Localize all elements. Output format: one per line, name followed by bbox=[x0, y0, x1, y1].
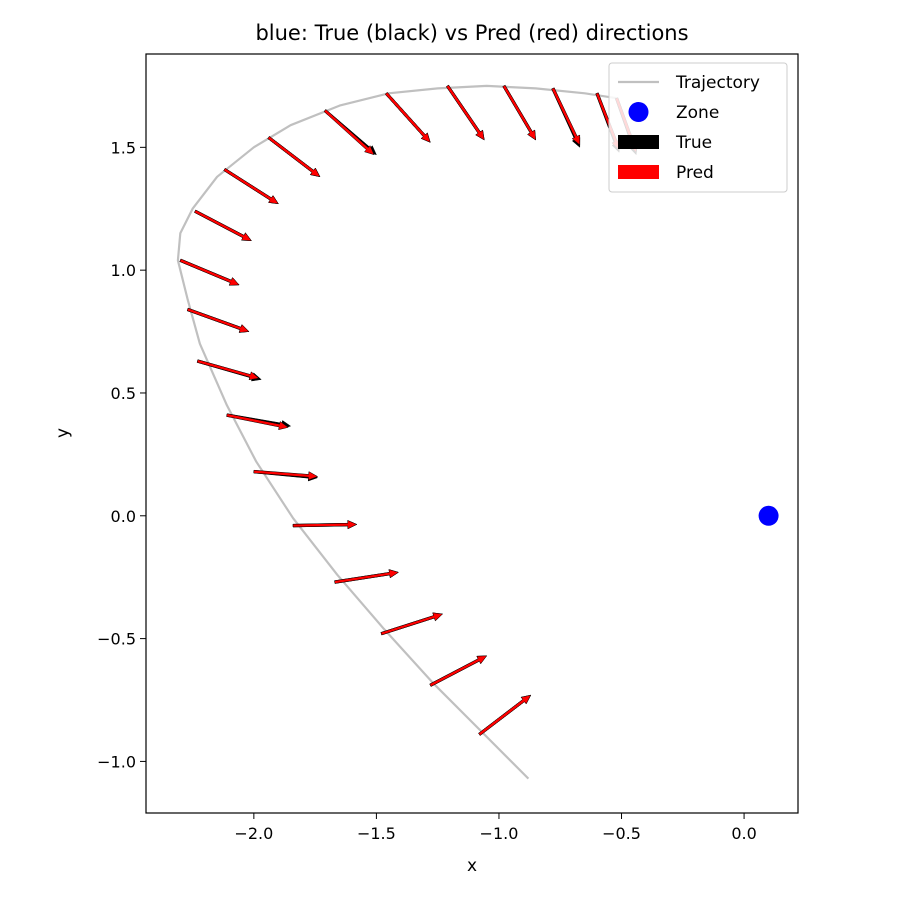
x-tick-label: −0.5 bbox=[602, 824, 641, 843]
y-tick-label: 0.5 bbox=[111, 384, 136, 403]
pred-arrow-11 bbox=[223, 167, 279, 205]
pred-arrow-10 bbox=[194, 209, 252, 241]
y-tick-label: 0.0 bbox=[111, 507, 136, 526]
y-axis-label: y bbox=[53, 428, 73, 438]
y-tick-label: −1.0 bbox=[97, 752, 136, 771]
y-axis-ticks: −1.0 −0.5 0.0 0.5 1.0 1.5 bbox=[97, 138, 146, 771]
pred-arrow-9 bbox=[179, 258, 240, 286]
y-tick-label: 1.0 bbox=[111, 261, 136, 280]
pred-arrow-7 bbox=[196, 359, 260, 381]
pred-arrow-1 bbox=[429, 655, 488, 687]
pred-arrow-15 bbox=[445, 84, 485, 141]
chart-title: blue: True (black) vs Pred (red) directi… bbox=[255, 21, 688, 45]
pred-arrow-6 bbox=[226, 413, 289, 431]
pred-arrow-5 bbox=[253, 469, 319, 481]
x-axis-ticks: −2.0 −1.5 −1.0 −0.5 0.0 bbox=[234, 813, 757, 843]
legend-swatch-pred bbox=[618, 165, 659, 179]
x-tick-label: −2.0 bbox=[234, 824, 273, 843]
pred-arrow-8 bbox=[186, 307, 250, 333]
pred-arrow-4 bbox=[292, 520, 358, 530]
legend-swatch-zone bbox=[628, 102, 649, 122]
legend-label-true: True bbox=[675, 133, 712, 153]
x-tick-label: −1.5 bbox=[357, 824, 396, 843]
x-tick-label: 0.0 bbox=[731, 824, 756, 843]
pred-arrow-14 bbox=[384, 92, 431, 143]
legend-label-trajectory: Trajectory bbox=[675, 73, 760, 93]
zone-marker bbox=[758, 505, 779, 526]
pred-arrow-12 bbox=[267, 136, 321, 178]
legend-swatch-true bbox=[618, 135, 659, 149]
pred-arrow-17 bbox=[551, 87, 581, 146]
legend-box bbox=[608, 62, 788, 193]
x-tick-label: −1.0 bbox=[480, 824, 519, 843]
legend: Trajectory Zone True Pred bbox=[608, 62, 788, 193]
x-axis-label: x bbox=[467, 856, 477, 876]
plot-frame bbox=[145, 53, 799, 814]
pred-arrow-2 bbox=[380, 612, 444, 636]
legend-label-pred: Pred bbox=[676, 163, 714, 183]
zone-layer bbox=[758, 505, 779, 526]
pred-arrow-3 bbox=[334, 569, 400, 584]
trajectory-line bbox=[176, 84, 617, 780]
pred-arrow-0 bbox=[478, 694, 532, 736]
pred-arrow-13 bbox=[323, 109, 375, 156]
trajectory-layer bbox=[176, 84, 617, 780]
y-tick-label: −0.5 bbox=[97, 630, 136, 649]
legend-label-zone: Zone bbox=[676, 103, 719, 123]
y-tick-label: 1.5 bbox=[111, 138, 136, 157]
pred-arrow-16 bbox=[502, 84, 536, 141]
